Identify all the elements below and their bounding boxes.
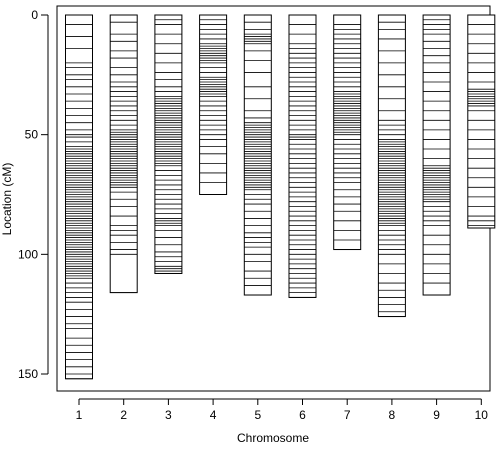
chromosome-outline (422, 14, 451, 296)
chromosome-outline (243, 14, 272, 296)
chromosome-6 (288, 14, 317, 298)
x-tick-label: 10 (475, 408, 489, 422)
x-tick-label: 8 (389, 408, 396, 422)
chromosome-7 (333, 14, 362, 251)
x-tick-label: 5 (254, 408, 261, 422)
x-tick-label: 6 (299, 408, 306, 422)
y-tick-label: 0 (31, 8, 38, 22)
chromosome-outline (199, 14, 228, 195)
y-tick-label: 50 (25, 128, 39, 142)
x-tick-label: 7 (344, 408, 351, 422)
y-tick-label: 100 (18, 247, 38, 261)
y-axis-label: Location (cM) (0, 163, 14, 236)
chromosome-10 (467, 14, 496, 229)
chromosome-bars (65, 14, 496, 380)
y-tick-label: 150 (18, 367, 38, 381)
chromosome-4 (199, 14, 228, 195)
x-axis-label: Chromosome (237, 431, 309, 445)
chromosome-1 (65, 14, 93, 380)
x-tick-label: 9 (433, 408, 440, 422)
x-tick-label: 2 (120, 408, 127, 422)
chromosome-outline (467, 14, 496, 229)
chromosome-outline (288, 14, 317, 298)
chromosome-8 (377, 14, 406, 318)
x-tick-label: 3 (165, 408, 172, 422)
chromosome-3 (154, 14, 183, 274)
chromosome-9 (422, 14, 451, 296)
x-tick-label: 1 (76, 408, 83, 422)
x-tick-label: 4 (210, 408, 217, 422)
x-axis: 1 2 3 4 5 6 7 8 9 10 (76, 398, 489, 422)
y-axis: 0 50 100 150 (18, 8, 49, 381)
chromosome-2 (109, 14, 138, 294)
chromosome-5 (243, 14, 272, 296)
